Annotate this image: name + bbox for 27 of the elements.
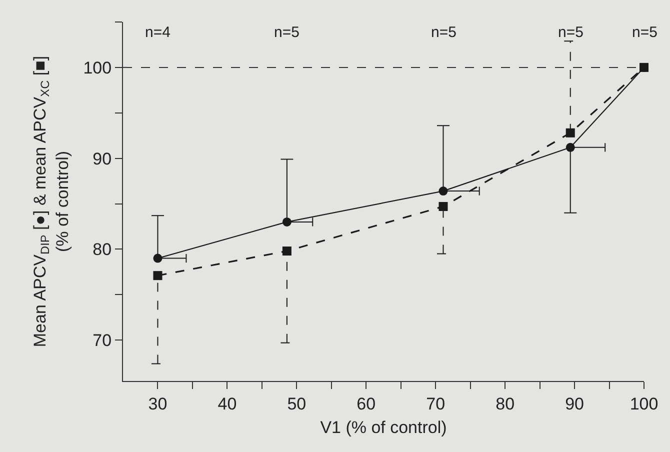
x-tick-label: 40	[218, 394, 237, 414]
point	[438, 186, 448, 196]
annotation: n=5	[632, 24, 658, 41]
point	[640, 62, 648, 72]
point	[282, 246, 292, 256]
y-tick-label: 80	[92, 240, 112, 260]
y-tick-label: 100	[83, 58, 112, 78]
x-tick-label: 90	[565, 394, 584, 414]
annotation: n=5	[431, 24, 456, 41]
point	[438, 202, 448, 211]
point	[566, 128, 575, 138]
y-tick-label: 70	[92, 331, 112, 350]
x-axis-title: V1 (% of control)	[320, 418, 447, 437]
x-tick-label: 100	[630, 394, 658, 414]
point	[153, 271, 162, 280]
annotation: n=5	[558, 24, 584, 41]
x-tick-label: 30	[148, 394, 168, 414]
y-tick-label: 90	[92, 149, 112, 168]
annotation: n=4	[145, 24, 170, 41]
point	[566, 142, 575, 152]
x-tick-label: 60	[356, 394, 376, 414]
x-tick-label: 50	[287, 394, 306, 414]
x-tick-label: 70	[426, 394, 446, 414]
point	[153, 254, 162, 263]
point	[282, 217, 292, 226]
x-tick-label: 80	[496, 394, 515, 414]
annotation: n=5	[274, 24, 300, 41]
